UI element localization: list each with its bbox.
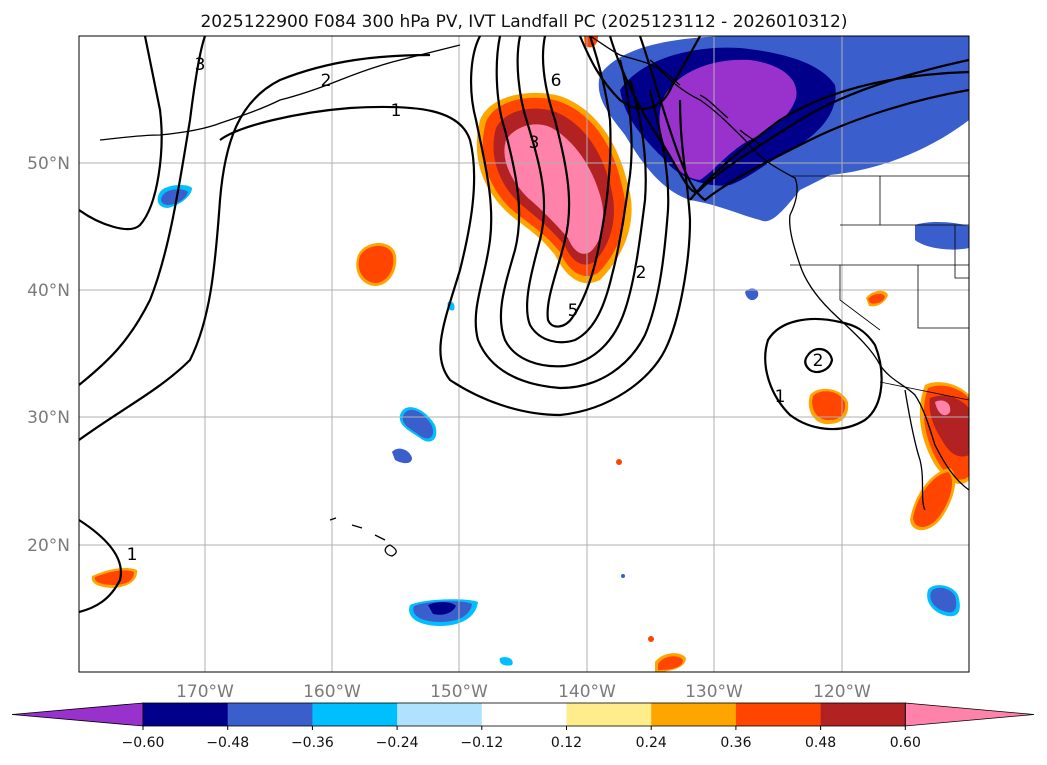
- contour-6-north: [578, 36, 701, 110]
- colorbar-tick-label: 0.24: [636, 735, 667, 751]
- lon-label-130w: 130°W: [685, 682, 743, 702]
- colorbar-tick-label: −0.24: [376, 735, 419, 751]
- hawaii-islands: [329, 517, 397, 557]
- contour-label-2-west: 2: [321, 71, 332, 91]
- colorbar-tick-label: 0.36: [720, 735, 751, 751]
- colorbar-extend-max: [904, 702, 1035, 727]
- colorbar-segment: [397, 703, 483, 726]
- contour-3-west: [79, 36, 207, 386]
- lat-label-50n: 50°N: [27, 154, 70, 174]
- contour-2-trough: [469, 36, 670, 390]
- colorbar-outline: [142, 702, 906, 727]
- contour-label-1-north: 1: [391, 101, 402, 121]
- colorbar-tick-label: −0.12: [460, 735, 503, 751]
- contour-label-5: 5: [568, 301, 579, 321]
- map-frame: [78, 35, 970, 673]
- contour-label-3-trough: 3: [529, 133, 540, 153]
- lon-label-160w: 160°W: [303, 682, 361, 702]
- colorbar-tick-label: −0.60: [122, 735, 165, 751]
- lat-label-20n: 20°N: [27, 536, 70, 556]
- positive-anomaly-central: [476, 92, 632, 284]
- contour-ridge-1: [608, 36, 969, 193]
- lon-label-150w: 150°W: [430, 682, 488, 702]
- contour-3-far-west: [79, 36, 163, 230]
- contour-5-trough: [541, 36, 612, 328]
- longitude-labels: 170°W 160°W 150°W 140°W 130°W 120°W: [176, 682, 871, 702]
- contour-label-3-west: 3: [195, 55, 206, 75]
- colorbar-tick-label: 0.12: [551, 735, 582, 751]
- contour-1-southwest: [79, 519, 123, 614]
- contour-3-trough: [495, 36, 647, 368]
- lon-label-170w: 170°W: [176, 682, 234, 702]
- colorbar-segment: [312, 703, 398, 726]
- colorbar-segment: [820, 703, 906, 726]
- political-borders: [790, 175, 969, 401]
- contour-2-closed-low: [804, 347, 834, 374]
- pv-contours: [79, 36, 969, 614]
- lon-label-120w: 120°W: [813, 682, 871, 702]
- lon-label-140w: 140°W: [558, 682, 616, 702]
- contour-2-west: [79, 53, 431, 441]
- lat-label-30n: 30°N: [27, 408, 70, 428]
- contour-ridge-2: [638, 36, 969, 202]
- colorbar-tick-label: 0.48: [805, 735, 836, 751]
- colorbar-segment: [566, 703, 652, 726]
- anomaly-blobs: [91, 36, 969, 672]
- colorbar-segment: [651, 703, 737, 726]
- contour-label-2-trough: 2: [636, 263, 647, 283]
- contour-4-trough: [516, 36, 633, 344]
- colorbar-segment: [143, 703, 229, 726]
- baja-coast: [904, 389, 926, 511]
- figure-title: 2025122900 F084 300 hPa PV, IVT Landfall…: [200, 12, 847, 32]
- colorbar-segment: [481, 703, 567, 726]
- contour-1-closed-low: [764, 317, 883, 431]
- contour-1-trough: [219, 99, 692, 417]
- colorbar-segment: [227, 703, 313, 726]
- bc-coast-islands: [649, 59, 761, 146]
- contour-ridge-3: [689, 70, 969, 201]
- map-content: 3 2 1 6 3 5 2 2 1 1: [79, 36, 969, 672]
- contour-labels: 3 2 1 6 3 5 2 2 1 1: [127, 55, 824, 565]
- colorbar-segment: [735, 703, 822, 726]
- contour-label-6: 6: [551, 71, 562, 91]
- colorbar-extend-min: [11, 702, 144, 727]
- latitude-labels: 50°N 40°N 30°N 20°N: [27, 154, 70, 556]
- colorbar-tick-label: 0.60: [890, 735, 921, 751]
- coastlines: [99, 36, 969, 557]
- state-borders: [790, 176, 969, 331]
- us-mexico-border: [879, 381, 969, 401]
- contour-label-1-closed-low: 1: [775, 387, 786, 407]
- colorbar-tick-label: −0.48: [206, 735, 249, 751]
- colorbar-tick-label: −0.36: [291, 735, 334, 751]
- graticule: [79, 36, 969, 672]
- north-america-coast: [589, 36, 969, 491]
- contour-label-2-closed-low: 2: [813, 351, 824, 371]
- contour-label-1-southwest: 1: [127, 545, 138, 565]
- lat-label-40n: 40°N: [27, 281, 70, 301]
- colorbar: −0.60 −0.48 −0.36 −0.24 −0.12 0.12 0.24 0.36 0.4…: [11, 702, 1035, 751]
- aleutian-islands: [99, 44, 461, 141]
- map-panel: 3 2 1 6 3 5 2 2 1 1: [78, 35, 970, 673]
